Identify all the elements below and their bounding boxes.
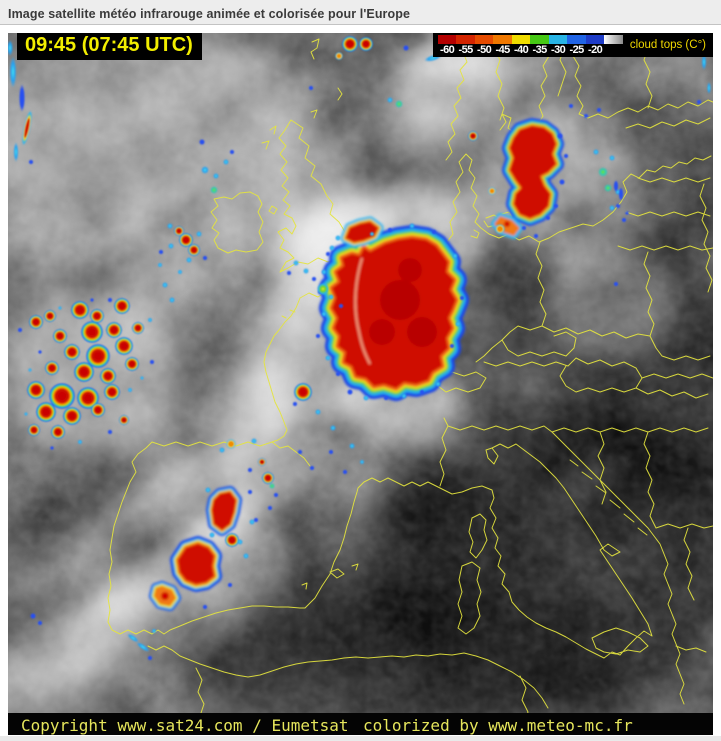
legend-color-cell bbox=[437, 34, 457, 44]
page-header: Image satellite météo infrarouge animée … bbox=[0, 0, 721, 25]
legend-color-cell bbox=[474, 34, 494, 44]
satellite-map-graphic bbox=[8, 33, 713, 735]
colorized-by-text: colorized by www.meteo-mc.fr bbox=[363, 716, 633, 735]
storm-complex-main bbox=[332, 222, 456, 388]
legend-color-cell bbox=[548, 34, 568, 44]
legend-color-cell bbox=[530, 34, 549, 44]
page-bottom-margin bbox=[0, 736, 721, 741]
cloud-tops-legend: -60 -55 -50 -45 -40 -35 -30 -25 -20 cloud tops (… bbox=[432, 33, 713, 57]
legend-color-cell bbox=[493, 34, 512, 44]
borders-baltics bbox=[617, 117, 713, 361]
legend-tick-label: -50 bbox=[477, 43, 492, 56]
borders-italy bbox=[439, 417, 653, 659]
legend-color-cell bbox=[511, 34, 531, 44]
storm-baltic bbox=[491, 126, 556, 239]
legend-color-bar bbox=[437, 34, 623, 44]
legend-tick-label: -55 bbox=[458, 43, 474, 56]
legend-color-cell bbox=[567, 34, 586, 44]
legend-gray-cell bbox=[604, 34, 623, 44]
legend-tick-label: -20 bbox=[588, 43, 603, 56]
legend-ticks: -60 -55 -50 -45 -40 -35 -30 -25 -20 bbox=[438, 44, 623, 57]
satellite-image: 09:45 (07:45 UTC) -60 -55 -50 -45 -40 -35 -30-… bbox=[8, 33, 713, 735]
page-title: Image satellite météo infrarouge animée … bbox=[8, 7, 411, 21]
copyright-text: Copyright www.sat24.com / Eumetsat bbox=[21, 716, 349, 735]
convection-overlay bbox=[8, 36, 711, 661]
timestamp-label: 09:45 (07:45 UTC) bbox=[17, 33, 202, 60]
storm-complex-main-specks bbox=[315, 223, 465, 401]
storm-baltic-specks bbox=[468, 103, 629, 287]
legend-color-cell bbox=[585, 34, 605, 44]
legend-tick-label: -25 bbox=[569, 43, 585, 56]
legend-scale: -60 -55 -50 -45 -40 -35 -30 -25 -20 bbox=[437, 34, 623, 57]
borders-balkans bbox=[551, 427, 713, 705]
scattered-specks bbox=[8, 36, 711, 661]
legend-tick-label: -60 bbox=[440, 43, 455, 56]
credits-bar: Copyright www.sat24.com / Eumetsat color… bbox=[8, 713, 713, 735]
borders-iberia-africa bbox=[107, 297, 549, 735]
storm-atlantic-cluster bbox=[17, 262, 183, 450]
legend-title: cloud tops (C°) bbox=[629, 39, 706, 51]
legend-tick-label: -30 bbox=[551, 43, 566, 56]
legend-color-cell bbox=[456, 34, 475, 44]
storm-spain bbox=[154, 492, 236, 606]
legend-tick-label: -45 bbox=[495, 43, 511, 56]
legend-tick-label: -35 bbox=[532, 43, 548, 56]
legend-tick-label: -40 bbox=[514, 43, 529, 56]
storm-spain-specks bbox=[202, 383, 365, 610]
